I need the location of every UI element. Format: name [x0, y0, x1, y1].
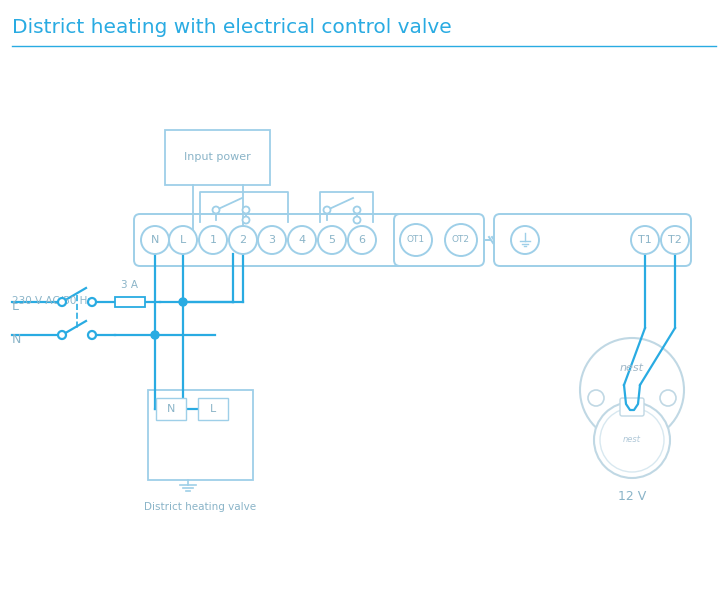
Text: T2: T2 — [668, 235, 682, 245]
Text: OT1: OT1 — [407, 235, 425, 245]
Circle shape — [213, 207, 220, 213]
FancyBboxPatch shape — [198, 398, 228, 420]
Circle shape — [141, 226, 169, 254]
Text: 2: 2 — [240, 235, 247, 245]
Text: 5: 5 — [328, 235, 336, 245]
FancyBboxPatch shape — [165, 130, 270, 185]
Circle shape — [179, 298, 187, 306]
Circle shape — [151, 331, 159, 339]
Text: N: N — [167, 404, 175, 414]
Text: 12 V: 12 V — [618, 490, 646, 503]
Text: N: N — [12, 333, 21, 346]
Text: L: L — [210, 404, 216, 414]
FancyBboxPatch shape — [394, 214, 484, 266]
Circle shape — [199, 226, 227, 254]
Circle shape — [631, 226, 659, 254]
Text: 4: 4 — [298, 235, 306, 245]
Text: Input power: Input power — [184, 153, 251, 163]
Circle shape — [242, 216, 250, 223]
Text: L: L — [12, 300, 19, 313]
Text: 3 A: 3 A — [122, 280, 138, 290]
Circle shape — [88, 298, 96, 306]
Circle shape — [323, 207, 331, 213]
Circle shape — [348, 226, 376, 254]
Text: nest: nest — [623, 435, 641, 444]
FancyBboxPatch shape — [156, 398, 186, 420]
Circle shape — [242, 207, 250, 213]
Text: T1: T1 — [638, 235, 652, 245]
Circle shape — [354, 216, 360, 223]
Text: nest: nest — [620, 363, 644, 373]
FancyBboxPatch shape — [494, 214, 691, 266]
Circle shape — [600, 408, 664, 472]
Circle shape — [400, 224, 432, 256]
Text: L: L — [180, 235, 186, 245]
Text: District heating with electrical control valve: District heating with electrical control… — [12, 18, 452, 37]
Circle shape — [588, 390, 604, 406]
Circle shape — [318, 226, 346, 254]
FancyBboxPatch shape — [620, 398, 644, 416]
Circle shape — [258, 226, 286, 254]
Circle shape — [445, 224, 477, 256]
Text: N: N — [151, 235, 159, 245]
Text: 1: 1 — [210, 235, 216, 245]
FancyBboxPatch shape — [134, 214, 461, 266]
Text: District heating valve: District heating valve — [144, 502, 256, 512]
Text: 6: 6 — [358, 235, 365, 245]
Text: 230 V AC/50 Hz: 230 V AC/50 Hz — [12, 296, 93, 306]
Circle shape — [594, 402, 670, 478]
Circle shape — [58, 298, 66, 306]
Circle shape — [354, 207, 360, 213]
Text: OT2: OT2 — [452, 235, 470, 245]
Circle shape — [229, 226, 257, 254]
Circle shape — [169, 226, 197, 254]
Circle shape — [511, 226, 539, 254]
Circle shape — [288, 226, 316, 254]
Circle shape — [58, 331, 66, 339]
Text: 3: 3 — [269, 235, 275, 245]
Circle shape — [661, 226, 689, 254]
Circle shape — [660, 390, 676, 406]
Circle shape — [580, 338, 684, 442]
FancyBboxPatch shape — [148, 390, 253, 480]
Circle shape — [88, 331, 96, 339]
FancyBboxPatch shape — [115, 297, 145, 307]
